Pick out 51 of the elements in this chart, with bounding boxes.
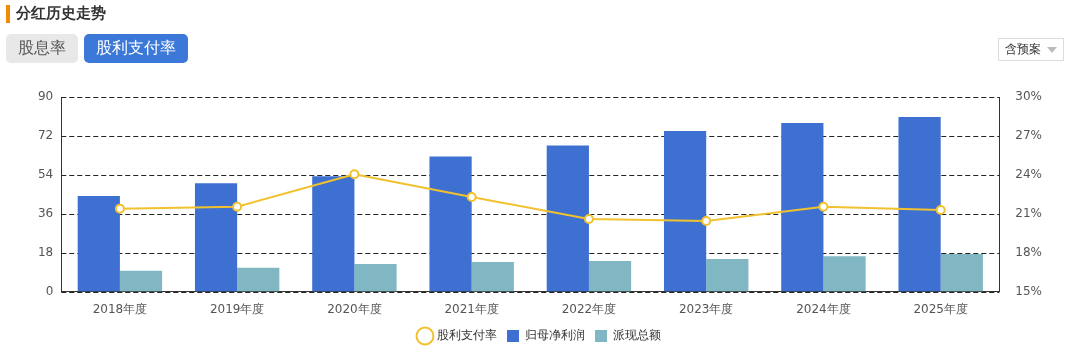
bar [588,260,632,292]
bar [429,156,472,292]
y-tick-label: 0 [45,283,54,298]
y2-tick-label: 24% [1015,167,1042,182]
x-tick-label: 2023年度 [678,301,734,316]
x-tick-label: 2022年度 [561,301,617,316]
y2-tick-label: 15% [1015,283,1042,298]
y2-tick-label: 21% [1015,205,1042,220]
y2-tick-label: 30% [1015,89,1042,104]
y-tick-label: 54 [37,167,54,182]
point [701,215,712,226]
y2-tick-label: 18% [1015,244,1042,259]
legend-label: 归母净利润 [525,328,585,343]
x-tick-label: 2020年度 [327,301,382,316]
y-tick-label: 72 [37,128,54,143]
bar [237,267,280,292]
bar [823,256,866,292]
bar [663,130,707,292]
bar [898,117,941,292]
text: 含预案 [1005,41,1041,58]
chart-title: 分红历史走势 [16,4,106,23]
legend-label: 派现总额 [613,328,661,343]
x-tick-label: 2019年度 [209,301,265,316]
y-tick-label: 36 [37,205,54,220]
point [232,201,243,212]
bar [781,122,824,292]
y-tick-label: 90 [37,89,54,104]
point [114,203,125,214]
bar [706,258,749,292]
bar [471,262,514,292]
point [466,191,477,202]
bar [546,145,589,292]
bar [194,183,238,292]
text: 股利支付率 [84,34,188,63]
point [349,169,360,180]
y2-tick-label: 27% [1015,128,1042,143]
x-tick-label: 2021年度 [444,301,499,316]
bar [312,176,355,292]
point [583,214,594,225]
bar [354,263,397,292]
text: 股息率 [6,34,78,63]
legend-label: 股利支付率 [437,328,497,343]
point [818,201,829,212]
x-tick-label: 2024年度 [796,301,851,316]
y-tick-label: 18 [37,244,54,259]
bar [940,254,983,292]
x-tick-label: 2025年度 [913,301,968,316]
point [935,204,946,215]
bar [119,270,163,292]
bar [77,195,120,292]
x-tick-label: 2018年度 [92,301,148,316]
